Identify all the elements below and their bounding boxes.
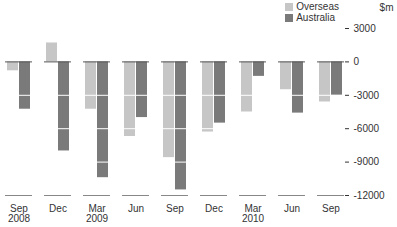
svg-text:Mar2010: Mar2010 — [242, 203, 265, 224]
svg-text:-6000: -6000 — [354, 123, 380, 134]
svg-text:Dec: Dec — [205, 203, 223, 214]
svg-text:Sep: Sep — [166, 203, 184, 214]
svg-text:-9000: -9000 — [354, 156, 380, 167]
svg-text:-12000: -12000 — [354, 190, 386, 201]
svg-text:Dec: Dec — [49, 203, 67, 214]
html-text:Australia: Australia — [296, 12, 336, 23]
svg-text:$m: $m — [380, 2, 394, 13]
svg-text:Sep: Sep — [322, 203, 340, 214]
svg-text:Mar2009: Mar2009 — [86, 203, 109, 224]
svg-text:0: 0 — [354, 56, 360, 67]
html-text:Overseas: Overseas — [296, 1, 339, 12]
svg-text:Jun: Jun — [128, 203, 144, 214]
svg-text:Sep2008: Sep2008 — [8, 203, 31, 224]
svg-text:-3000: -3000 — [354, 90, 380, 101]
svg-text:Jun: Jun — [284, 203, 300, 214]
svg-text:3000: 3000 — [354, 23, 377, 34]
